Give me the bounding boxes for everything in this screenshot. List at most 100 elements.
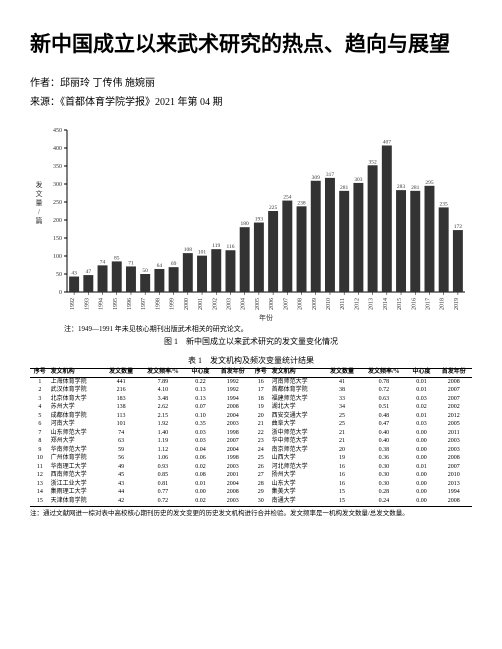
table-cell: 华南理工大学 — [50, 463, 103, 472]
table-cell: 56 — [103, 455, 139, 464]
stats-table: 序号发文机构发文数量发文频率/%中心度首发年份序号发文机构发文数量发文频率/%中… — [30, 368, 472, 507]
table-cell: 0.36 — [360, 455, 407, 464]
table-cell: 0.10 — [186, 412, 214, 421]
table-cell: 0.00 — [407, 429, 435, 438]
svg-text:303: 303 — [354, 177, 363, 183]
svg-text:74: 74 — [100, 259, 106, 265]
table-cell: 西南师范大学 — [50, 472, 103, 481]
table-cell: 0.03 — [186, 438, 214, 447]
table-cell: 0.63 — [360, 395, 407, 404]
table-cell: 1 — [30, 378, 50, 387]
table-cell: 北京体育大学 — [50, 395, 103, 404]
table-header-cell: 序号 — [251, 368, 271, 378]
table-cell: 1.40 — [139, 429, 186, 438]
table-row: 14集雨理工大学440.770.00200829集美大学150.280.0019… — [30, 489, 472, 498]
table-cell: 12 — [30, 472, 50, 481]
table-cell: 3 — [30, 395, 50, 404]
table-header-cell: 首发年份 — [435, 368, 472, 378]
svg-text:2008: 2008 — [298, 298, 304, 310]
table-cell: 苏州大学 — [50, 404, 103, 413]
table-cell: 0.35 — [186, 421, 214, 430]
table-cell: 华南师范大学 — [50, 446, 103, 455]
table-cell: 101 — [103, 421, 139, 430]
svg-text:1992: 1992 — [70, 298, 76, 310]
svg-text:295: 295 — [425, 179, 434, 185]
table-footnote: 注：通过文献网进一棕对表中高校核心期刊历史的发文变更的历史发文机构进行合并检验。… — [30, 510, 472, 518]
table-cell: 0.01 — [407, 463, 435, 472]
svg-text:2010: 2010 — [326, 298, 332, 310]
table-row: 12西南师范大学450.850.08200127扬州大学160.300.0020… — [30, 472, 472, 481]
svg-text:450: 450 — [53, 128, 62, 134]
svg-text:量: 量 — [36, 199, 43, 207]
table-cell: 25 — [324, 421, 360, 430]
table-row: 13浙江工业大学430.810.01200428山东大学160.300.0020… — [30, 480, 472, 489]
svg-text:2017: 2017 — [425, 298, 431, 310]
table-cell: 2003 — [215, 497, 251, 506]
table-cell: 183 — [103, 395, 139, 404]
table-cell: 16 — [324, 472, 360, 481]
table-cell: 1.92 — [139, 421, 186, 430]
table-cell: 63 — [103, 438, 139, 447]
table-cell: 18 — [251, 395, 271, 404]
svg-text:352: 352 — [368, 159, 377, 165]
table-cell: 0.28 — [360, 489, 407, 498]
table-cell: 2007 — [435, 387, 472, 396]
table-cell: 59 — [103, 446, 139, 455]
table-cell: 216 — [103, 387, 139, 396]
table-cell: 2011 — [435, 429, 472, 438]
svg-text:225: 225 — [269, 205, 278, 211]
table-row: 10广州体育学院561.060.06199825山西大学190.360.0020… — [30, 455, 472, 464]
chart-caption: 图 1 新中国成立以来武术研究的发文量变化情况 — [30, 336, 472, 347]
table-cell: 0.93 — [139, 463, 186, 472]
svg-text:2007: 2007 — [283, 298, 289, 310]
table-cell: 集雨理工大学 — [50, 489, 103, 498]
svg-text:317: 317 — [326, 171, 335, 177]
table-cell: 4.10 — [139, 387, 186, 396]
table-cell: 0.00 — [407, 480, 435, 489]
table-row: 4苏州大学1382.620.07200819湖北大学340.510.022002 — [30, 404, 472, 413]
bar-chart: 050100150200250300350400450发文量/篇43199247… — [30, 122, 472, 347]
svg-text:350: 350 — [53, 164, 62, 170]
table-cell: 0.81 — [139, 480, 186, 489]
table-cell: 天津体育学院 — [50, 497, 103, 506]
page-title: 新中国成立以来武术研究的热点、趋向与展望 — [30, 28, 472, 62]
svg-text:309: 309 — [312, 174, 321, 180]
table-cell: 0.72 — [139, 497, 186, 506]
table-cell: 49 — [103, 463, 139, 472]
table-header-cell: 发文频率/% — [360, 368, 407, 378]
svg-text:2006: 2006 — [269, 298, 275, 310]
table-cell: 2010 — [435, 472, 472, 481]
table-header-cell: 发文机构 — [50, 368, 103, 378]
table-cell: 29 — [251, 489, 271, 498]
table-cell: 2004 — [215, 412, 251, 421]
table-cell: 6 — [30, 421, 50, 430]
table-cell: 27 — [251, 472, 271, 481]
table-cell: 0.00 — [407, 497, 435, 506]
svg-text:193: 193 — [255, 216, 264, 222]
table-cell: 浙中师范大学 — [271, 429, 324, 438]
table-cell: 1.12 — [139, 446, 186, 455]
svg-text:47: 47 — [86, 269, 92, 275]
svg-text:101: 101 — [198, 249, 207, 255]
svg-text:119: 119 — [212, 243, 220, 249]
table-row: 6河南大学1011.920.35200321曲阜大学250.470.032005 — [30, 421, 472, 430]
table-cell: 0.01 — [407, 387, 435, 396]
table-cell: 0.48 — [360, 412, 407, 421]
table-cell: 山东师范大学 — [50, 429, 103, 438]
table-cell: 14 — [30, 489, 50, 498]
table-cell: 0.07 — [186, 404, 214, 413]
svg-text:50: 50 — [56, 272, 62, 278]
svg-text:69: 69 — [171, 261, 177, 267]
table-cell: 21 — [324, 438, 360, 447]
table-cell: 3.48 — [139, 395, 186, 404]
table-cell: 1992 — [215, 387, 251, 396]
table-body: 1上海体育学院4417.890.22199216河南师范大学410.780.01… — [30, 378, 472, 507]
table-cell: 25 — [324, 412, 360, 421]
table-cell: 河南师范大学 — [271, 378, 324, 387]
svg-text:172: 172 — [454, 224, 463, 230]
table-cell: 19 — [251, 404, 271, 413]
table-header-cell: 首发年份 — [215, 368, 251, 378]
svg-text:2013: 2013 — [369, 298, 375, 310]
table-row: 9华南师范大学591.120.04200424南京师范大学200.380.002… — [30, 446, 472, 455]
svg-text:180: 180 — [241, 221, 250, 227]
